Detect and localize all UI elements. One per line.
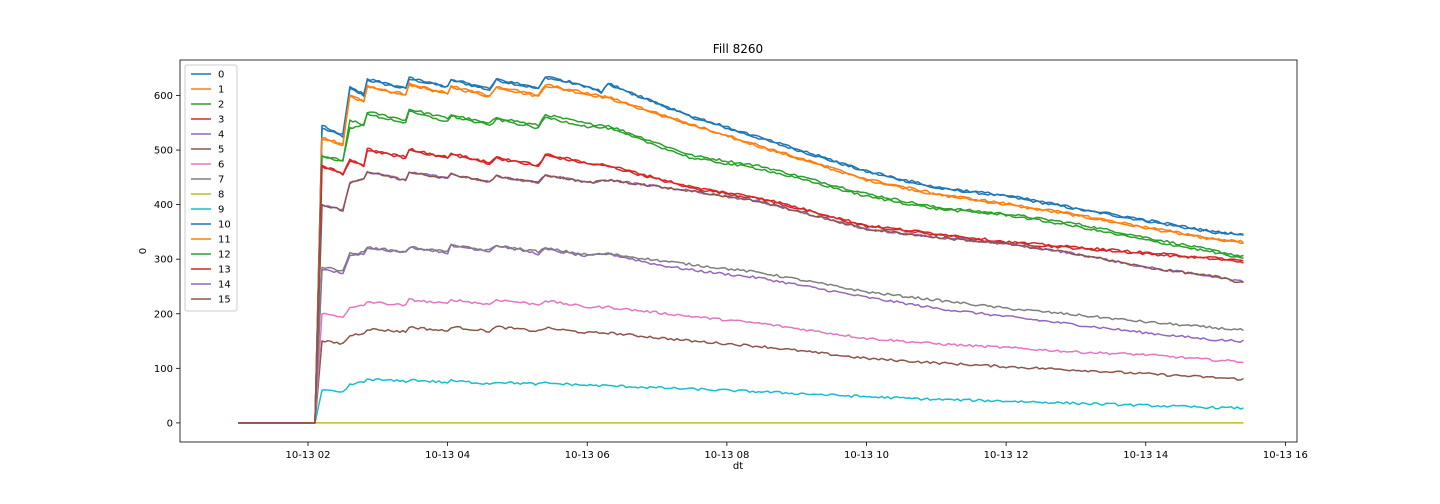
legend-label: 5	[218, 145, 224, 156]
legend-label: 0	[218, 70, 224, 81]
y-tick-label: 200	[154, 309, 173, 320]
y-axis-label: 0	[138, 248, 149, 254]
legend-label: 6	[218, 160, 224, 171]
y-tick-label: 100	[154, 364, 173, 375]
x-tick-label: 10-13 12	[984, 450, 1029, 461]
y-tick-label: 500	[154, 146, 173, 157]
series-line-4	[238, 243, 1244, 424]
x-axis-label: dt	[733, 461, 743, 472]
legend-label: 10	[218, 220, 231, 231]
legend-label: 11	[218, 235, 231, 246]
x-tick-label: 10-13 06	[565, 450, 610, 461]
legend-label: 2	[218, 100, 224, 111]
legend-label: 12	[218, 250, 231, 261]
x-tick-label: 10-13 02	[286, 450, 331, 461]
series-line-11	[238, 82, 1244, 424]
x-tick-label: 10-13 08	[704, 450, 749, 461]
legend-label: 9	[218, 205, 224, 216]
axes-layer: 10-13 02 10-13 04 10-13 06 10-13 08 10-13 10…	[154, 59, 1308, 461]
x-tick-label: 10-13 16	[1263, 450, 1308, 461]
y-tick-label: 300	[154, 255, 173, 266]
series-line-15	[238, 171, 1244, 424]
series-line-6	[238, 297, 1244, 424]
plot-frame	[179, 59, 1298, 443]
x-tick-label: 10-13 10	[844, 450, 889, 461]
series-line-12	[238, 109, 1244, 424]
series-line-3	[238, 148, 1244, 424]
chart-title: Fill 8260	[713, 42, 763, 56]
legend-label: 3	[218, 115, 224, 126]
series-line-7	[238, 243, 1244, 424]
legend-label: 1	[218, 85, 224, 96]
series-line-1	[238, 83, 1244, 424]
series-line-13	[238, 147, 1244, 424]
y-tick-label: 600	[154, 91, 173, 102]
x-tick-label: 10-13 04	[425, 450, 470, 461]
legend-label: 4	[218, 130, 224, 141]
x-tick-label: 10-13 14	[1123, 450, 1168, 461]
y-tick-label: 400	[154, 200, 173, 211]
legend-label: 13	[218, 265, 231, 276]
legend-label: 7	[218, 175, 224, 186]
legend-box	[184, 64, 238, 312]
series-line-10	[238, 76, 1244, 424]
legend-label: 14	[218, 280, 231, 291]
series-line-9	[238, 378, 1244, 424]
series-layer	[238, 76, 1244, 424]
y-tick-label: 0	[167, 418, 173, 429]
series-line-5	[238, 325, 1244, 424]
legend-label: 15	[218, 295, 231, 306]
legend-label: 8	[218, 190, 224, 201]
series-line-14	[238, 170, 1244, 424]
series-line-2	[238, 108, 1244, 424]
